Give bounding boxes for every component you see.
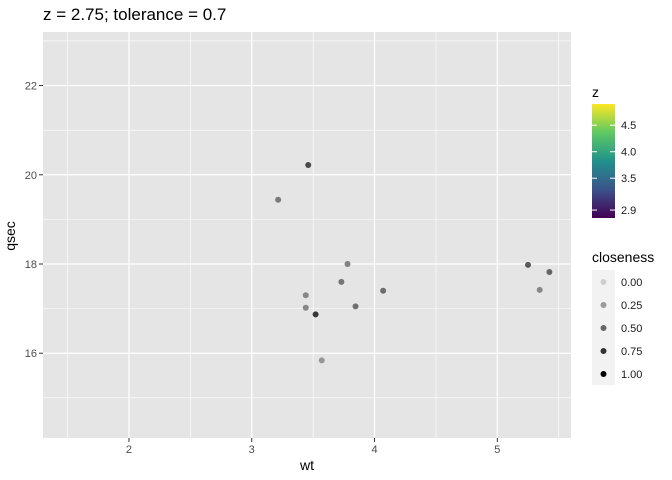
grid	[43, 32, 571, 438]
legend-key-point	[600, 302, 607, 308]
axes: 2 3 4 5 16 18 20 22	[25, 81, 501, 456]
legend-key-point	[600, 279, 607, 285]
legend-z-colorbar	[592, 104, 615, 218]
scatter-point	[318, 357, 325, 364]
legend-z: z 2.9 3.5 4.0 4.5	[592, 84, 636, 218]
colorbar-tick-label: 4.0	[621, 147, 636, 159]
x-tick-label: 4	[371, 444, 377, 456]
legend-key-point	[600, 325, 607, 331]
y-tick-label: 20	[25, 170, 37, 182]
scatter-point	[302, 304, 309, 311]
y-tick-label: 16	[25, 348, 37, 360]
y-tick-label: 22	[25, 81, 37, 93]
x-axis-label: wt	[299, 457, 314, 473]
legend-key-label: 0.25	[621, 300, 642, 312]
scatter-point	[536, 286, 543, 293]
scatter-point	[352, 303, 359, 310]
legend-z-title: z	[592, 84, 599, 100]
x-tick-label: 5	[494, 444, 500, 456]
legend-key-point	[600, 348, 607, 354]
x-tick-label: 3	[249, 444, 255, 456]
legend-key-label: 0.50	[621, 323, 642, 335]
chart-title: z = 2.75; tolerance = 0.7	[43, 5, 226, 24]
legend-key-label: 0.00	[621, 277, 642, 289]
points	[275, 161, 553, 364]
legend-closeness-title: closeness	[592, 249, 654, 265]
legend-closeness: closeness 0.00 0.25 0.50 0.75 1.00	[592, 249, 654, 385]
plot-panel	[43, 32, 571, 438]
scatter-point	[305, 161, 312, 168]
legend-key-point	[600, 371, 607, 377]
x-tick-label: 2	[126, 444, 132, 456]
y-tick-label: 18	[25, 259, 37, 271]
scatter-point	[380, 287, 387, 294]
scatter-point	[302, 292, 309, 299]
scatter-point	[275, 196, 282, 203]
colorbar-tick-label: 3.5	[621, 173, 636, 185]
legend-key-label: 1.00	[621, 369, 642, 381]
y-axis-label: qsec	[2, 221, 18, 251]
legend-key-label: 0.75	[621, 346, 642, 358]
scatter-point	[546, 269, 553, 276]
scatter-point	[312, 311, 319, 318]
colorbar-tick-label: 2.9	[621, 205, 636, 217]
scatter-point	[338, 278, 345, 285]
scatter-point	[525, 261, 532, 268]
scatter-point	[344, 261, 351, 267]
colorbar-tick-label: 4.5	[621, 120, 636, 132]
